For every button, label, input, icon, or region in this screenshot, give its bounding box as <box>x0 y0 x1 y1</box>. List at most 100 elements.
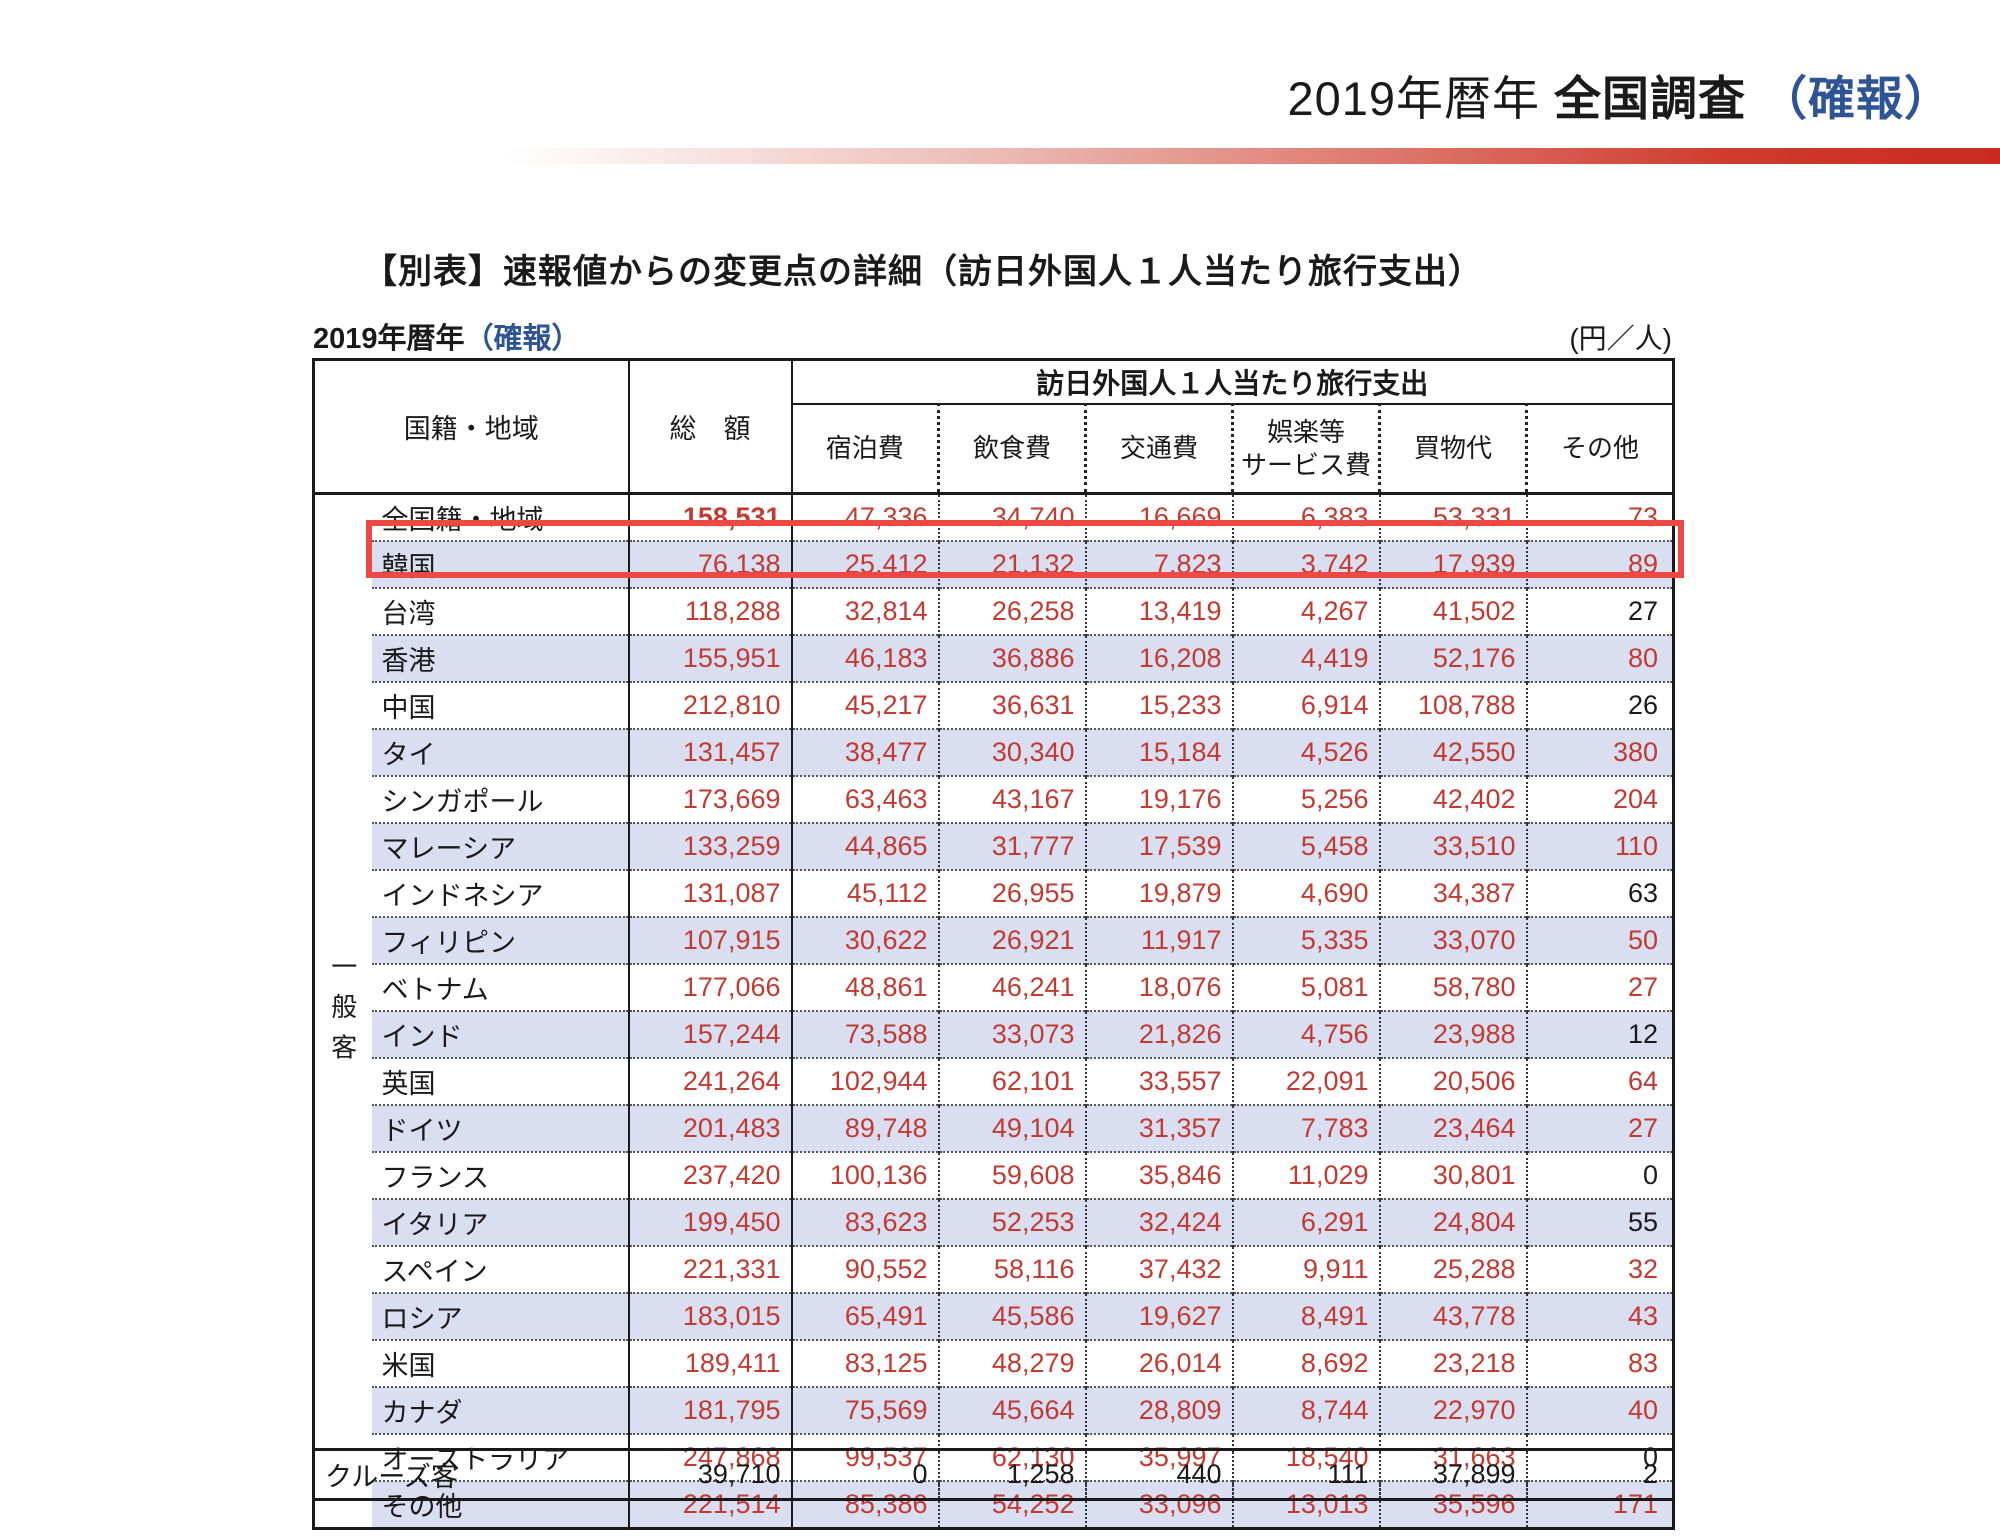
value-cell: 45,217 <box>790 681 939 729</box>
value-cell: 13,419 <box>1084 587 1233 635</box>
value-cell: 4,756 <box>1231 1010 1380 1058</box>
value-cell: 6,383 <box>1231 492 1380 541</box>
table-row: 中国 212,810 45,217 36,631 15,233 6,914 108,788 2… <box>314 681 1674 729</box>
period-kakuho: （確報） <box>464 323 581 355</box>
value-cell: 46,241 <box>937 963 1086 1011</box>
value-cell: 76,138 <box>627 540 792 588</box>
value-cell: 183,015 <box>627 1292 792 1340</box>
value-cell: 40 <box>1525 1386 1674 1434</box>
cruise-value-cell: 37,899 <box>1378 1449 1527 1500</box>
value-cell: 131,087 <box>627 869 792 917</box>
value-cell: 63,463 <box>790 775 939 823</box>
value-cell: 30,801 <box>1378 1151 1527 1199</box>
value-cell: 31,357 <box>1084 1104 1233 1152</box>
title-survey: 全国調査 <box>1554 72 1746 125</box>
country-name-cell: インド <box>371 1010 629 1058</box>
value-cell: 17,539 <box>1084 822 1233 870</box>
value-cell: 16,208 <box>1084 634 1233 682</box>
value-cell: 48,861 <box>790 963 939 1011</box>
value-cell: 6,291 <box>1231 1198 1380 1246</box>
value-cell: 33,557 <box>1084 1057 1233 1105</box>
value-cell: 52,253 <box>937 1198 1086 1246</box>
value-cell: 33,070 <box>1378 916 1527 964</box>
country-name-cell: 英国 <box>371 1057 629 1105</box>
table-row: マレーシア 133,259 44,865 31,777 17,539 5,458 33,51… <box>314 822 1674 870</box>
spending-group-header: 訪日外国人１人当たり旅行支出 <box>791 359 1674 405</box>
value-cell: 4,267 <box>1231 587 1380 635</box>
table-row: 米国 189,411 83,125 48,279 26,014 8,692 23,218 83 <box>314 1339 1674 1387</box>
table-row: カナダ 181,795 75,569 45,664 28,809 8,744 22,970 4… <box>314 1386 1674 1434</box>
value-cell: 45,586 <box>937 1292 1086 1340</box>
value-cell: 173,669 <box>627 775 792 823</box>
value-cell: 7,783 <box>1231 1104 1380 1152</box>
value-cell: 23,218 <box>1378 1339 1527 1387</box>
value-cell: 30,340 <box>937 728 1086 776</box>
country-name-cell: タイ <box>371 728 629 776</box>
value-cell: 212,810 <box>627 681 792 729</box>
country-name-cell: カナダ <box>371 1386 629 1434</box>
cruise-row: クルーズ客 39,710 0 1,258 440 111 37,899 2 <box>314 1449 1674 1500</box>
value-cell: 4,690 <box>1231 869 1380 917</box>
value-cell: 11,029 <box>1231 1151 1380 1199</box>
value-cell: 221,331 <box>627 1245 792 1293</box>
country-name-cell: イタリア <box>371 1198 629 1246</box>
value-cell: 32 <box>1525 1245 1674 1293</box>
value-cell: 118,288 <box>627 587 792 635</box>
value-cell: 157,244 <box>627 1010 792 1058</box>
value-cell: 158,531 <box>627 492 792 541</box>
value-cell: 0 <box>1525 1151 1674 1199</box>
country-name-cell: インドネシア <box>371 869 629 917</box>
food-column-header: 飲食費 <box>937 404 1086 495</box>
cruise-value-cell: 111 <box>1231 1449 1380 1500</box>
value-cell: 26,258 <box>937 587 1086 635</box>
spending-table: 国籍・地域 総 額 訪日外国人１人当たり旅行支出 宿泊費 飲食費 交通費 娯楽等… <box>312 358 1676 1530</box>
value-cell: 5,081 <box>1231 963 1380 1011</box>
value-cell: 8,692 <box>1231 1339 1380 1387</box>
value-cell: 26,955 <box>937 869 1086 917</box>
value-cell: 4,526 <box>1231 728 1380 776</box>
value-cell: 65,491 <box>790 1292 939 1340</box>
value-cell: 43,167 <box>937 775 1086 823</box>
value-cell: 380 <box>1525 728 1674 776</box>
value-cell: 89 <box>1525 540 1674 588</box>
value-cell: 15,233 <box>1084 681 1233 729</box>
value-cell: 9,911 <box>1231 1245 1380 1293</box>
country-name-cell: ドイツ <box>371 1104 629 1152</box>
value-cell: 49,104 <box>937 1104 1086 1152</box>
cruise-value-cell: 2 <box>1525 1449 1674 1500</box>
value-cell: 11,917 <box>1084 916 1233 964</box>
value-cell: 63 <box>1525 869 1674 917</box>
value-cell: 90,552 <box>790 1245 939 1293</box>
country-name-cell: フランス <box>371 1151 629 1199</box>
value-cell: 26,014 <box>1084 1339 1233 1387</box>
value-cell: 8,744 <box>1231 1386 1380 1434</box>
unit-label: (円／人) <box>1569 323 1672 354</box>
nationality-column-header: 国籍・地域 <box>313 359 629 495</box>
country-name-cell: シンガポール <box>371 775 629 823</box>
country-name-cell: 香港 <box>371 634 629 682</box>
value-cell: 17,939 <box>1378 540 1527 588</box>
table-row: ベトナム 177,066 48,861 46,241 18,076 5,081 58,780… <box>314 963 1674 1011</box>
value-cell: 44,865 <box>790 822 939 870</box>
value-cell: 33,073 <box>937 1010 1086 1058</box>
table-row-highlighted: 韓国 76,138 25,412 21,132 7,823 3,742 17,939 89 <box>314 540 1674 588</box>
value-cell: 22,970 <box>1378 1386 1527 1434</box>
value-cell: 107,915 <box>627 916 792 964</box>
value-cell: 30,622 <box>790 916 939 964</box>
value-cell: 37,432 <box>1084 1245 1233 1293</box>
value-cell: 48,279 <box>937 1339 1086 1387</box>
spending-table-body: 一般客 全国籍・地域 158,531 47,336 34,740 16,669 6,383 5… <box>313 492 1674 1529</box>
cruise-value-cell: 39,710 <box>627 1449 792 1500</box>
country-name-cell: 米国 <box>371 1339 629 1387</box>
value-cell: 23,988 <box>1378 1010 1527 1058</box>
accent-bar <box>505 148 2000 164</box>
table-row: 香港 155,951 46,183 36,886 16,208 4,419 52,176 80 <box>314 634 1674 682</box>
value-cell: 237,420 <box>627 1151 792 1199</box>
value-cell: 16,669 <box>1084 492 1233 541</box>
total-column-header: 総 額 <box>627 359 793 495</box>
value-cell: 189,411 <box>627 1339 792 1387</box>
value-cell: 21,826 <box>1084 1010 1233 1058</box>
value-cell: 34,740 <box>937 492 1086 541</box>
cruise-value-cell: 0 <box>790 1449 939 1500</box>
